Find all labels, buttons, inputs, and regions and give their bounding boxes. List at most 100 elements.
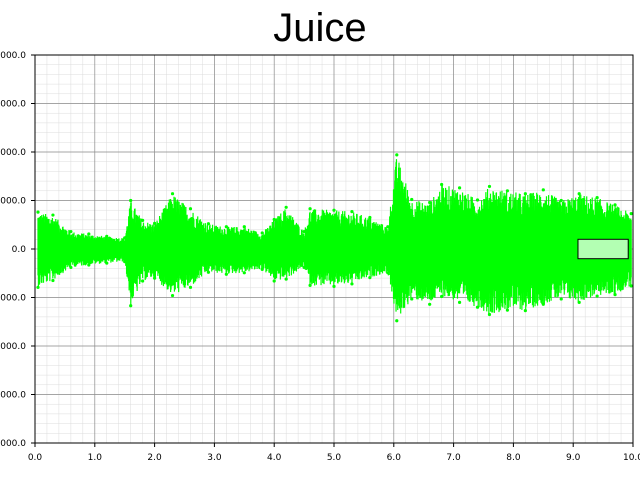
data-point-peak xyxy=(105,235,108,238)
x-tick-label: 8.0 xyxy=(506,453,521,463)
data-point-peak xyxy=(350,210,353,213)
data-point-trough xyxy=(386,271,389,274)
data-point-peak xyxy=(428,201,431,204)
data-point-trough xyxy=(578,301,581,304)
data-point-trough xyxy=(308,284,311,287)
x-tick-label: 9.0 xyxy=(566,453,581,463)
data-point-trough xyxy=(560,297,563,300)
data-point-peak xyxy=(386,225,389,228)
x-tick-label: 0.0 xyxy=(28,453,43,463)
data-point-peak xyxy=(524,192,527,195)
annotation-layer xyxy=(578,239,628,258)
data-point-peak xyxy=(542,188,545,191)
data-point-trough xyxy=(285,277,288,280)
legend-box xyxy=(578,239,628,258)
data-point-trough xyxy=(123,260,126,263)
data-point-trough xyxy=(303,266,306,269)
y-tick-label: -10000.0 xyxy=(0,294,26,304)
x-axis-ticks: 0.0 1.0 2.0 3.0 4.0 5.0 6.0 7.0 8.0 9.0 10.0 xyxy=(28,443,640,463)
data-point-peak xyxy=(141,219,144,222)
data-point-trough xyxy=(225,273,228,276)
data-point-peak xyxy=(440,183,443,186)
x-tick-label: 7.0 xyxy=(446,453,461,463)
x-tick-label: 4.0 xyxy=(267,453,282,463)
data-point-trough xyxy=(350,282,353,285)
data-point-trough xyxy=(171,294,174,297)
data-point-trough xyxy=(51,279,54,282)
data-point-peak xyxy=(458,186,461,189)
data-point-trough xyxy=(332,285,335,288)
x-tick-label: 2.0 xyxy=(147,453,162,463)
data-point-peak xyxy=(153,222,156,225)
data-point-peak xyxy=(69,230,72,233)
x-tick-label: 5.0 xyxy=(327,453,342,463)
y-tick-label: 0.0 xyxy=(12,245,27,255)
data-point-peak xyxy=(207,222,210,225)
series-layer xyxy=(36,153,632,322)
data-point-peak xyxy=(613,203,616,206)
y-tick-label: -20000.0 xyxy=(0,342,26,352)
data-point-trough xyxy=(524,309,527,312)
data-point-trough xyxy=(613,293,616,296)
data-point-trough xyxy=(261,268,264,271)
data-point-trough xyxy=(69,266,72,269)
data-point-peak xyxy=(129,199,132,202)
data-point-trough xyxy=(410,297,413,300)
data-point-trough xyxy=(458,301,461,304)
y-tick-label: 30000.0 xyxy=(0,100,26,110)
data-point-peak xyxy=(171,192,174,195)
data-point-peak xyxy=(410,198,413,201)
x-tick-label: 10.0 xyxy=(623,453,640,463)
data-point-trough xyxy=(542,303,545,306)
data-point-peak xyxy=(308,207,311,210)
y-tick-label: -40000.0 xyxy=(0,439,26,449)
data-point-peak xyxy=(578,192,581,195)
y-tick-label: 40000.0 xyxy=(0,51,26,61)
data-point-peak xyxy=(395,153,398,156)
data-point-trough xyxy=(506,309,509,312)
y-tick-label: -30000.0 xyxy=(0,391,26,401)
data-point-trough xyxy=(440,295,443,298)
data-point-trough xyxy=(129,304,132,307)
data-point-trough xyxy=(207,271,210,274)
data-point-peak xyxy=(243,225,246,228)
data-point-peak xyxy=(87,232,90,235)
data-point-trough xyxy=(189,286,192,289)
data-point-trough xyxy=(368,276,371,279)
data-point-peak xyxy=(368,216,371,219)
data-point-trough xyxy=(105,261,108,264)
data-point-trough xyxy=(476,306,479,309)
x-tick-label: 3.0 xyxy=(207,453,222,463)
y-tick-label: 10000.0 xyxy=(0,197,26,207)
data-point-peak xyxy=(303,230,306,233)
series-waveform xyxy=(38,159,631,313)
data-point-peak xyxy=(630,212,633,215)
data-point-peak xyxy=(225,225,228,228)
data-point-trough xyxy=(36,286,39,289)
data-point-peak xyxy=(189,207,192,210)
data-point-trough xyxy=(87,263,90,266)
data-point-peak xyxy=(36,211,39,214)
data-point-trough xyxy=(488,313,491,316)
data-point-peak xyxy=(506,189,509,192)
data-point-peak xyxy=(273,218,276,221)
data-point-trough xyxy=(630,284,633,287)
x-tick-label: 1.0 xyxy=(88,453,103,463)
data-point-peak xyxy=(332,209,335,212)
data-point-peak xyxy=(285,206,288,209)
data-point-trough xyxy=(243,271,246,274)
y-tick-label: 20000.0 xyxy=(0,148,26,158)
data-point-trough xyxy=(395,319,398,322)
data-point-trough xyxy=(141,279,144,282)
data-point-trough xyxy=(153,277,156,280)
data-point-peak xyxy=(51,213,54,216)
data-point-trough xyxy=(428,303,431,306)
data-point-trough xyxy=(596,294,599,297)
data-point-peak xyxy=(123,236,126,239)
y-axis-ticks: -40000.0 -30000.0 -20000.0 -10000.0 0.0 10000… xyxy=(0,51,35,449)
x-tick-label: 6.0 xyxy=(387,453,402,463)
data-point-peak xyxy=(596,196,599,199)
data-point-peak xyxy=(261,231,264,234)
data-point-peak xyxy=(488,185,491,188)
